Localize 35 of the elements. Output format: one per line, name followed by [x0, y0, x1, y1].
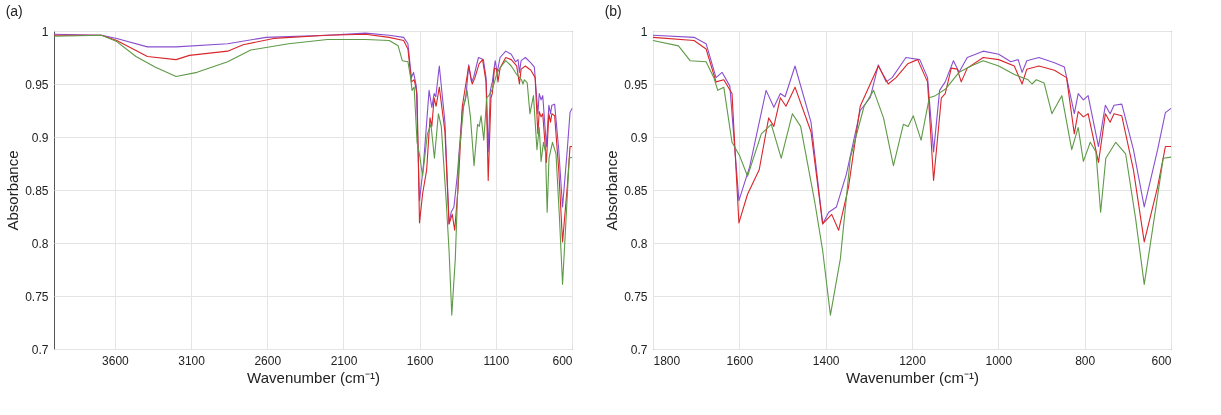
- y-tick-label: 0.85: [624, 183, 648, 198]
- y-tick-label: 0.8: [630, 236, 648, 251]
- y-tick-label: 0.95: [25, 77, 49, 92]
- y-tick-label: 0.75: [624, 289, 648, 304]
- x-tick-label: 1200: [899, 353, 927, 368]
- x-tick-label: 1100: [483, 353, 510, 368]
- y-tick-label: 0.9: [31, 130, 49, 145]
- chart-title: (a): [5, 3, 23, 19]
- x-tick-label: 1400: [812, 353, 840, 368]
- x-axis-title: Wavenumber (cm⁻¹): [247, 368, 380, 386]
- y-tick-label: 1: [640, 24, 648, 39]
- y-tick-label: 0.7: [31, 342, 49, 357]
- x-tick-label: 3100: [178, 353, 206, 368]
- x-tick-label: 1600: [726, 353, 754, 368]
- x-axis-title: Wavenumber (cm⁻¹): [846, 368, 979, 386]
- y-axis-title: Absorbance: [4, 150, 22, 231]
- y-tick-label: 0.8: [31, 236, 49, 251]
- y-tick-label: 0.95: [624, 77, 648, 92]
- x-tick-label: 2100: [330, 353, 358, 368]
- x-tick-label: 1600: [406, 353, 434, 368]
- y-tick-label: 0.9: [630, 130, 648, 145]
- y-tick-label: 1: [41, 24, 49, 39]
- x-tick-label: 600: [1151, 353, 1172, 368]
- line-series: [652, 39, 1172, 316]
- x-tick-label: 800: [1075, 353, 1096, 368]
- y-tick-label: 0.85: [25, 183, 49, 198]
- x-tick-label: 2600: [254, 353, 282, 368]
- x-tick-label: 1800: [653, 353, 681, 368]
- x-tick-label: 1000: [985, 353, 1013, 368]
- y-tick-label: 0.7: [630, 342, 648, 357]
- chart-title: (b): [604, 3, 622, 19]
- x-tick-label: 3600: [102, 353, 130, 368]
- x-tick-label: 600: [552, 353, 573, 368]
- y-axis-title: Absorbance: [603, 150, 621, 231]
- y-tick-label: 0.75: [25, 289, 49, 304]
